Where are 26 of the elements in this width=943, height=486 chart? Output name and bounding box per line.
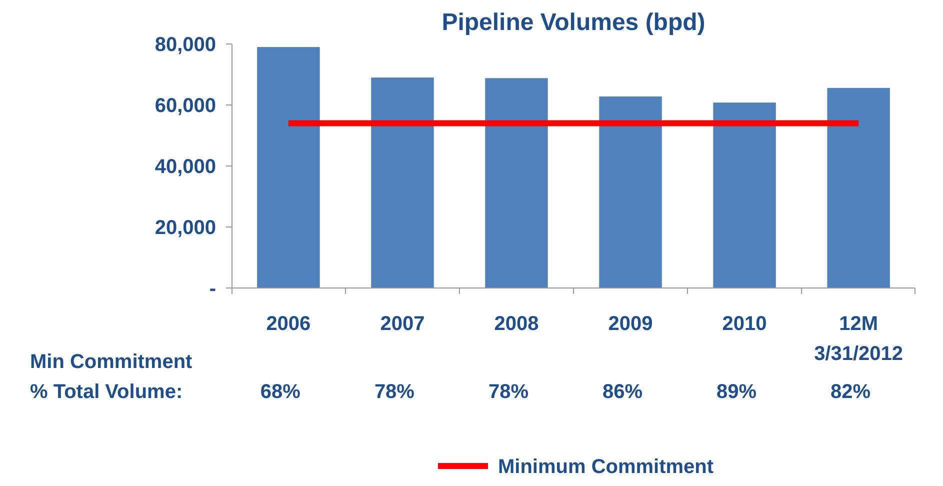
text: 78% <box>488 381 529 403</box>
bar <box>599 96 662 288</box>
text: 86% <box>602 381 643 403</box>
bar <box>713 102 776 288</box>
y-tick-label: - <box>209 278 216 300</box>
bar <box>827 88 890 288</box>
text: 82% <box>830 381 871 403</box>
text: 89% <box>716 381 757 403</box>
x-tick-label: 2008 <box>494 313 539 335</box>
x-tick-label: 2010 <box>722 313 767 335</box>
bar <box>257 47 320 288</box>
y-tick-label: 60,000 <box>154 95 216 117</box>
x-tick-label: 2009 <box>608 313 653 335</box>
y-tick-label: 40,000 <box>154 156 216 178</box>
text: Min Commitment % Total Volume: <box>30 351 193 403</box>
bar <box>371 78 434 288</box>
text: 78% <box>374 381 415 403</box>
y-tick-label: 20,000 <box>154 217 216 239</box>
x-tick-label: 12M 3/31/2012 <box>814 313 904 365</box>
legend-label: Minimum Commitment <box>498 456 714 478</box>
x-tick-label: 2007 <box>380 313 425 335</box>
chart-title: Pipeline Volumes (bpd) <box>442 9 706 36</box>
x-tick-label: 2006 <box>266 313 311 335</box>
y-tick-label: 80,000 <box>154 34 216 56</box>
text: 68% <box>260 381 301 403</box>
bar <box>485 78 548 288</box>
